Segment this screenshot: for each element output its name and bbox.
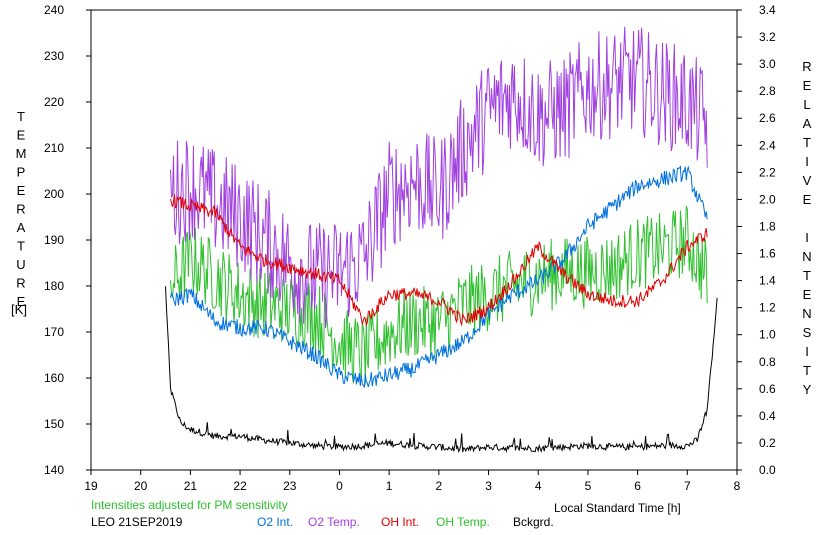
right-axis-title-letter: A [803,116,812,131]
legend-entry: Bckgrd. [513,515,554,529]
right-y-tick-label: 3.0 [759,57,776,71]
series-line-bckgrd [165,286,718,454]
right-y-tick-label: 0.8 [759,355,776,369]
left-axis-title-letter: M [16,146,27,161]
legend-entry: OH Int. [381,515,419,529]
legend: O2 Int. O2 Temp. OH Int. OH Temp. Bckgrd. [257,515,554,529]
station-date: LEO 21SEP2019 [91,515,183,529]
right-axis-title-letter: Y [803,382,812,397]
x-tick-label: 23 [283,479,297,493]
left-axis-title-letter: T [17,239,25,254]
right-y-tick-label: 2.4 [759,138,776,152]
right-axis-title-letter: V [803,173,812,188]
right-axis-title-letter: N [802,249,811,264]
left-y-axis: 140 150 160 170 180 190 200 210 220 230 240 [44,3,91,477]
right-axis-title-letter: E [803,192,812,207]
left-y-tick-label: 210 [44,141,64,155]
right-y-tick-label: 1.2 [759,301,776,315]
right-axis-title-letter: I [805,230,809,245]
left-y-tick-label: 220 [44,95,64,109]
right-axis-title-letter: N [802,306,811,321]
right-y-tick-label: 1.0 [759,328,776,342]
right-y-tick-label: 1.6 [759,247,776,261]
series-line-oh-int [170,194,708,327]
x-axis: 19 20 21 22 23 0 1 2 3 4 5 6 7 8 [84,470,741,493]
x-tick-label: 2 [436,479,443,493]
right-y-tick-label: 2.8 [759,84,776,98]
x-tick-label: 8 [734,479,741,493]
x-axis-label: Local Standard Time [h] [554,501,681,515]
right-y-tick-label: 2.0 [759,192,776,206]
left-y-tick-label: 230 [44,49,64,63]
right-y-tick-label: 0.0 [759,463,776,477]
right-y-tick-label: 2.6 [759,111,776,125]
right-axis-title-letter: L [803,97,810,112]
right-axis-title-letter: T [803,135,811,150]
right-y-tick-label: 0.2 [759,436,776,450]
right-axis-title-letter: T [803,363,811,378]
right-axis-title-letter: R [802,59,811,74]
left-axis-title-letter: E [17,128,26,143]
right-axis-title-letter: E [803,287,812,302]
right-y-tick-label: 0.4 [759,409,776,423]
x-tick-label: 7 [684,479,691,493]
left-axis-title-letter: U [16,257,25,272]
right-y-tick-label: 1.4 [759,274,776,288]
x-tick-label: 22 [233,479,247,493]
left-axis-title-letter: R [16,202,25,217]
x-tick-label: 21 [184,479,198,493]
left-y-tick-label: 200 [44,187,64,201]
left-axis-title-letter: P [17,165,26,180]
series-line-oh-temp [170,205,708,385]
left-axis-unit: [K] [11,302,27,317]
sensitivity-note: Intensities adjusted for PM sensitivity [91,498,288,512]
right-y-tick-label: 3.4 [759,3,776,17]
legend-entry: O2 Temp. [308,515,360,529]
right-axis-title-letter: E [803,78,812,93]
right-axis-title-letter: I [805,154,809,169]
right-y-axis: 0.0 0.2 0.4 0.6 0.8 1.0 1.2 1.4 1.6 1.8 2.0 2.2 2.4 2… [737,3,776,477]
legend-entry: O2 Int. [257,515,293,529]
x-tick-label: 0 [336,479,343,493]
right-y-tick-label: 0.6 [759,382,776,396]
x-tick-label: 3 [485,479,492,493]
x-tick-label: 20 [134,479,148,493]
left-axis-title-letter: E [17,294,26,309]
right-axis-title-letter: I [805,344,809,359]
series-line-o2-temp [170,26,708,329]
left-y-tick-label: 190 [44,233,64,247]
left-axis-title-letter: A [17,220,26,235]
legend-entry: OH Temp. [436,515,490,529]
right-y-tick-label: 1.8 [759,219,776,233]
x-tick-label: 1 [386,479,393,493]
x-tick-label: 4 [535,479,542,493]
left-y-tick-label: 170 [44,325,64,339]
right-y-tick-label: 2.2 [759,165,776,179]
series-line-o2-int [170,165,708,388]
right-axis-title-letter: T [803,268,811,283]
left-y-tick-label: 150 [44,417,64,431]
left-axis-title-letter: R [16,276,25,291]
x-tick-label: 19 [84,479,98,493]
right-axis-title-letter: S [803,325,812,340]
x-tick-label: 5 [585,479,592,493]
left-y-tick-label: 240 [44,3,64,17]
left-y-tick-label: 180 [44,279,64,293]
left-axis-title-letter: T [17,109,25,124]
right-y-tick-label: 3.2 [759,30,776,44]
series-layer [165,26,718,454]
left-y-tick-label: 140 [44,463,64,477]
left-axis-title-letter: E [17,183,26,198]
x-tick-label: 6 [634,479,641,493]
left-y-tick-label: 160 [44,371,64,385]
